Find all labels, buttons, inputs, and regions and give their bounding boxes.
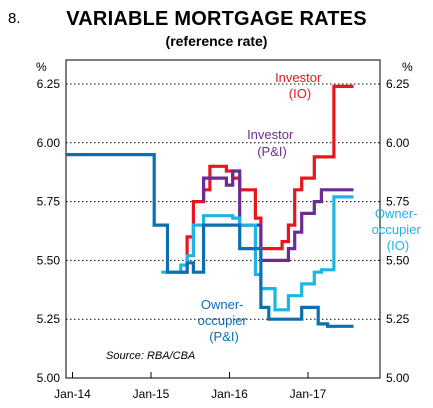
y-tick-label-right: 6.25 — [386, 77, 410, 91]
y-tick-label-right: 5.50 — [386, 253, 410, 267]
chart-title: VARIABLE MORTGAGE RATES — [66, 8, 367, 30]
series-label-owner-pi-line3: (P&I) — [209, 329, 239, 344]
chart-source: Source: RBA/CBA — [106, 350, 195, 362]
series-label-investor-io-line1: Investor — [275, 70, 322, 85]
plot-frame — [65, 59, 381, 379]
figure-number: 8. — [8, 10, 21, 27]
x-tick-label: Jan-14 — [54, 387, 91, 401]
y-unit-right: % — [402, 60, 413, 74]
series-label-investor-pi-line2: (P&I) — [257, 144, 287, 159]
series-label-owner-io-line2: occupier — [372, 222, 422, 237]
series-label-owner-pi-line2: occupier — [198, 313, 248, 328]
y-tick-label-left: 5.75 — [37, 195, 61, 209]
series-label-owner-pi: Owner- occupier (P&I) — [198, 297, 251, 344]
y-tick-label-right: 5.75 — [386, 195, 410, 209]
x-tick-label: Jan-16 — [211, 387, 248, 401]
y-tick-label-left: 6.25 — [37, 77, 61, 91]
series-label-owner-io-line1: Owner- — [375, 206, 418, 221]
y-tick-label-left: 5.00 — [37, 371, 61, 385]
series-label-investor-pi-line1: Investor — [247, 127, 294, 142]
y-tick-label-left: 5.50 — [37, 253, 61, 267]
series-label-investor-pi: Investor (P&I) — [247, 127, 297, 159]
y-tick-label-left: 6.00 — [37, 136, 61, 150]
y-tick-label-right: 6.00 — [386, 136, 410, 150]
y-tick-label-right: 5.00 — [386, 371, 410, 385]
axis-ticks: 5.00 5.00 5.25 5.25 5.50 5.50 5.75 5.75 6.00 6.00… — [37, 77, 410, 401]
series-label-investor-io-line2: (IO) — [289, 86, 311, 101]
y-tick-label-right: 5.25 — [386, 312, 410, 326]
chart-subtitle: (reference rate) — [165, 33, 268, 49]
series-lines — [66, 84, 354, 328]
y-tick-label-left: 5.25 — [37, 312, 61, 326]
y-unit-left: % — [36, 60, 47, 74]
series-label-owner-io-line3: (IO) — [387, 238, 409, 253]
series-line-investor-p-i — [202, 169, 354, 262]
x-tick-label: Jan-15 — [133, 387, 170, 401]
gridlines — [66, 83, 380, 320]
series-line-owner-occupier-io — [161, 195, 354, 312]
x-tick-label: Jan-17 — [290, 387, 327, 401]
series-line-owner-occupier-p-i — [66, 153, 354, 328]
series-label-investor-io: Investor (IO) — [275, 70, 325, 101]
series-label-owner-io: Owner- occupier (IO) — [372, 206, 425, 253]
series-label-owner-pi-line1: Owner- — [201, 297, 244, 312]
